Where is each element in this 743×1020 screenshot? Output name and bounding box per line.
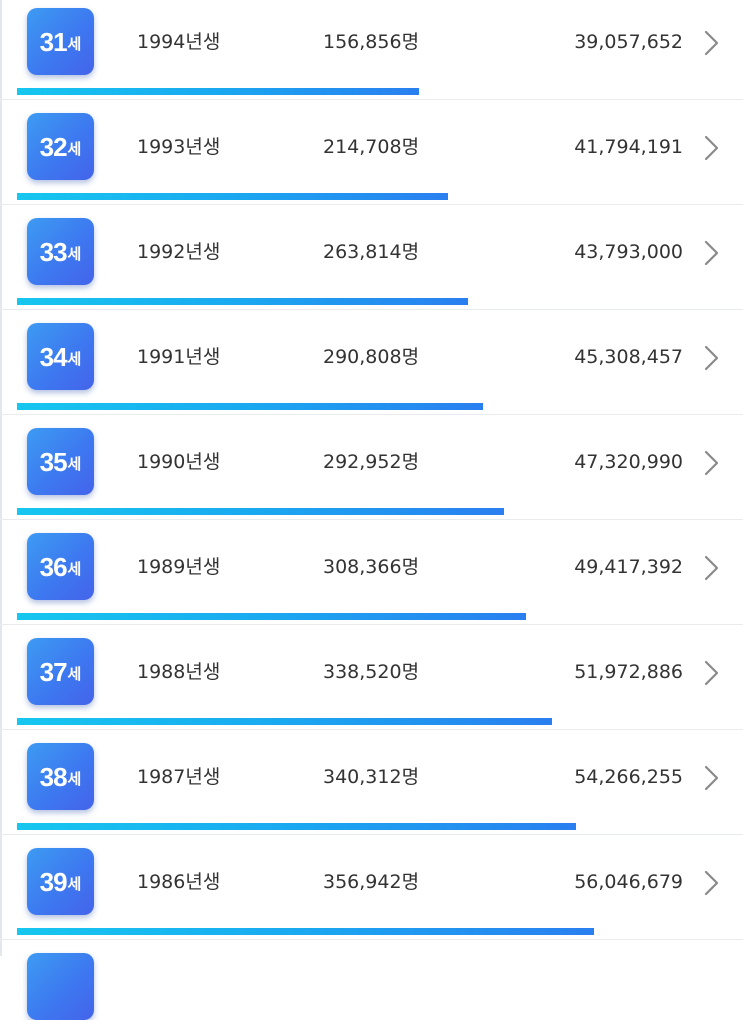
birth-year: 1993년생 [137,136,221,158]
list-item[interactable]: 33 세 1992년생 263,814명 43,793,000 [0,205,743,310]
age-number: 38 [39,761,68,792]
amount-value: 43,793,000 [574,241,683,263]
age-unit: 세 [67,561,82,578]
progress-bar-fill [17,718,553,725]
progress-bar [17,508,743,515]
amount-value: 54,266,255 [574,766,683,788]
list-item[interactable]: 34 세 1991년생 290,808명 45,308,457 [0,310,743,415]
age-badge: 35 세 [27,428,94,495]
age-badge: 32 세 [27,113,94,180]
birth-year: 1992년생 [137,241,221,263]
people-count: 308,366명 [323,556,420,578]
age-unit: 세 [67,246,82,263]
progress-bar [17,718,743,725]
amount-value: 51,972,886 [574,661,683,683]
progress-bar [17,298,743,305]
progress-bar-fill [17,508,505,515]
age-number: 31 [39,26,68,57]
chevron-right-icon[interactable] [703,134,721,162]
progress-bar [17,403,743,410]
birth-year: 1986년생 [137,871,221,893]
people-count: 290,808명 [323,346,420,368]
age-badge: 36 세 [27,533,94,600]
amount-value: 47,320,990 [574,451,683,473]
age-unit: 세 [67,36,82,53]
progress-bar [17,613,743,620]
list-item-partial[interactable] [0,940,743,1020]
chevron-right-icon[interactable] [703,449,721,477]
chevron-right-icon[interactable] [703,239,721,267]
age-unit: 세 [67,456,82,473]
age-number: 37 [39,656,68,687]
progress-bar-fill [17,193,448,200]
age-number: 32 [39,131,68,162]
age-unit: 세 [67,666,82,683]
progress-bar [17,823,743,830]
list-item[interactable]: 39 세 1986년생 356,942명 56,046,679 [0,835,743,940]
birth-year: 1989년생 [137,556,221,578]
age-badge: 39 세 [27,848,94,915]
list-item[interactable]: 35 세 1990년생 292,952명 47,320,990 [0,415,743,520]
list-item[interactable]: 37 세 1988년생 338,520명 51,972,886 [0,625,743,730]
list-item[interactable]: 36 세 1989년생 308,366명 49,417,392 [0,520,743,625]
progress-bar [17,88,743,95]
age-badge: 33 세 [27,218,94,285]
people-count: 263,814명 [323,241,420,263]
progress-bar-fill [17,613,526,620]
progress-bar-fill [17,298,468,305]
amount-value: 49,417,392 [574,556,683,578]
progress-bar [17,193,743,200]
people-count: 338,520명 [323,661,420,683]
people-count: 292,952명 [323,451,420,473]
amount-value: 39,057,652 [574,31,683,53]
amount-value: 45,308,457 [574,346,683,368]
age-number: 35 [39,446,68,477]
progress-bar [17,928,743,935]
chevron-right-icon[interactable] [703,554,721,582]
people-count: 214,708명 [323,136,420,158]
progress-bar-fill [17,928,595,935]
amount-value: 41,794,191 [574,136,683,158]
chevron-right-icon[interactable] [703,29,721,57]
list-item[interactable]: 31 세 1994년생 156,856명 39,057,652 [0,0,743,100]
amount-value: 56,046,679 [574,871,683,893]
age-badge: 37 세 [27,638,94,705]
age-badge: 31 세 [27,8,94,75]
progress-bar-fill [17,88,420,95]
progress-bar-fill [17,403,484,410]
age-unit: 세 [67,351,82,368]
chevron-right-icon[interactable] [703,869,721,897]
birth-year: 1987년생 [137,766,221,788]
list-item[interactable]: 32 세 1993년생 214,708명 41,794,191 [0,100,743,205]
people-count: 356,942명 [323,871,420,893]
birth-year: 1990년생 [137,451,221,473]
chevron-right-icon[interactable] [703,659,721,687]
age-badge: 34 세 [27,323,94,390]
age-number: 36 [39,551,68,582]
age-number: 39 [39,866,68,897]
age-badge: 38 세 [27,743,94,810]
age-number: 34 [39,341,68,372]
chevron-right-icon[interactable] [703,344,721,372]
age-unit: 세 [67,771,82,788]
age-unit: 세 [67,876,82,893]
birth-year: 1994년생 [137,31,221,53]
people-count: 340,312명 [323,766,420,788]
list-item[interactable]: 38 세 1987년생 340,312명 54,266,255 [0,730,743,835]
age-badge [27,953,94,1020]
age-number: 33 [39,236,68,267]
people-count: 156,856명 [323,31,420,53]
birth-year: 1991년생 [137,346,221,368]
left-edge-divider [0,0,2,956]
chevron-right-icon[interactable] [703,764,721,792]
birth-year: 1988년생 [137,661,221,683]
progress-bar-fill [17,823,577,830]
age-unit: 세 [67,141,82,158]
